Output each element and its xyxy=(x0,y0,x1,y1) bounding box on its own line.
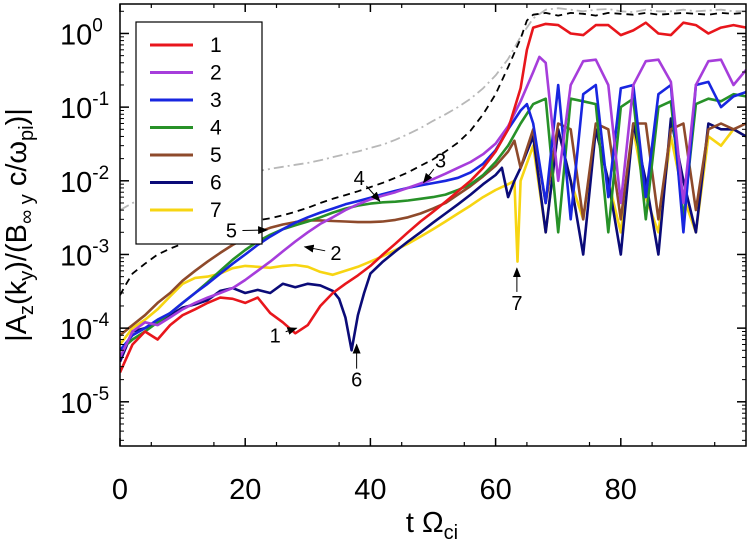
annotation-label-1: 1 xyxy=(270,325,281,347)
axis-titles: t Ωci |Az(ky)/(B∞ y c/ωpi)| xyxy=(1,108,458,539)
legend-label-2: 2 xyxy=(210,62,222,85)
y-tick-label: 10-4 xyxy=(60,310,110,346)
annotation-arrow-4 xyxy=(366,185,381,202)
y-tick-label: 10-3 xyxy=(60,236,109,272)
x-axis-title: t Ωci xyxy=(406,507,458,539)
legend-label-3: 3 xyxy=(210,89,222,112)
x-tick-label: 0 xyxy=(112,474,128,506)
legend-label-5: 5 xyxy=(210,144,222,167)
y-tick-label: 10-5 xyxy=(60,384,109,420)
legend-label-4: 4 xyxy=(210,117,222,140)
legend-label-6: 6 xyxy=(210,172,222,195)
annotation-label-5: 5 xyxy=(226,221,237,243)
legend-box xyxy=(135,21,263,245)
annotations: 1 2 3 4 5 6 7 xyxy=(226,150,523,391)
annotation-label-7: 7 xyxy=(511,293,522,315)
x-tick-label: 60 xyxy=(479,474,511,506)
x-tick-label: 20 xyxy=(229,474,261,506)
annotation-label-6: 6 xyxy=(351,370,362,392)
legend-label-7: 7 xyxy=(210,199,222,222)
series-line-1 xyxy=(120,21,746,374)
y-tick-label: 100 xyxy=(60,15,103,51)
series-line-7 xyxy=(120,128,746,346)
annotation-arrow-1 xyxy=(285,327,298,335)
series-line-4 xyxy=(120,92,746,352)
tick-layer: 0 20 40 60 80 100 10-1 10-2 10-3 10-4 10-5 xyxy=(60,4,746,506)
legend: 1 2 3 4 5 6 7 xyxy=(135,21,263,245)
legend-label-1: 1 xyxy=(210,34,222,57)
annotation-label-4: 4 xyxy=(354,168,365,190)
annotation-arrow-3 xyxy=(423,168,435,184)
plot-frame xyxy=(119,3,747,447)
annotation-arrow-2 xyxy=(303,244,326,253)
annotation-label-2: 2 xyxy=(330,243,341,265)
x-tick-label: 40 xyxy=(354,474,386,506)
x-tick-label: 80 xyxy=(605,474,637,506)
y-axis-title: |Az(ky)/(B∞ y c/ωpi)| xyxy=(1,108,38,342)
y-tick-label: 10-1 xyxy=(60,89,109,125)
series-line-2 xyxy=(120,55,746,358)
annotation-label-3: 3 xyxy=(435,150,446,172)
series-line-3 xyxy=(120,80,746,352)
y-tick-label: 10-2 xyxy=(60,163,109,199)
annotation-arrow-5 xyxy=(242,226,269,235)
